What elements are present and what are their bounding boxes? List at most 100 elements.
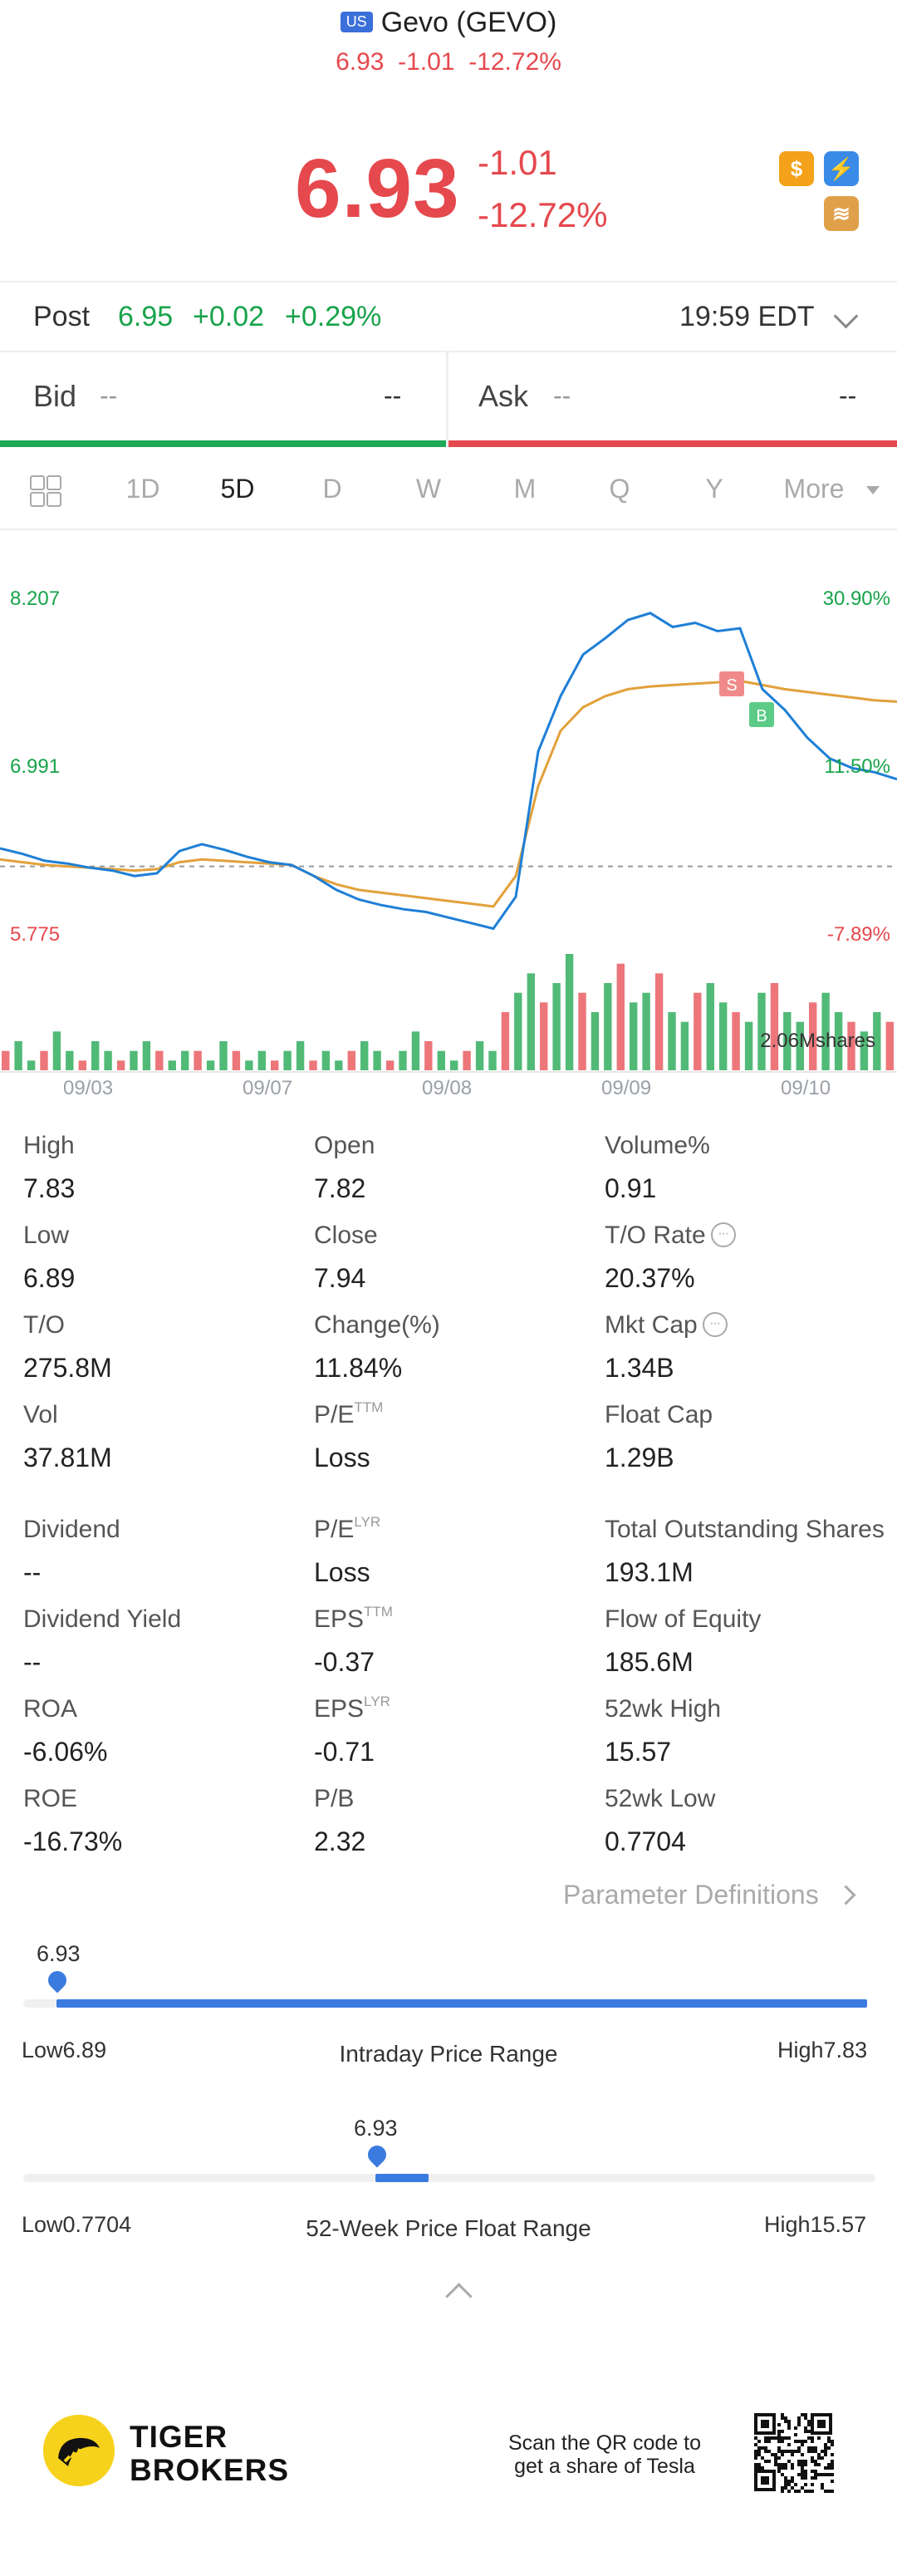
volume-bar [654, 973, 664, 1070]
volume-bar [809, 1002, 817, 1070]
dollar-icon[interactable]: $ [779, 151, 814, 186]
parameter-definitions-link[interactable]: Parameter Definitions [563, 1880, 819, 1910]
volume-bar [847, 1021, 855, 1070]
stat-label-roa: ROA [23, 1695, 78, 1723]
intraday-high: High7.83 [777, 2038, 868, 2062]
chevron-down-icon[interactable] [833, 303, 859, 329]
volume-bar [668, 1012, 676, 1070]
volume-bar [155, 1050, 164, 1070]
volume-bar [834, 1012, 843, 1070]
bid-strength-bar [0, 440, 446, 447]
more-icon[interactable]: ··· [702, 1312, 728, 1338]
more-icon[interactable]: ··· [710, 1222, 736, 1248]
volume-bar [783, 1012, 792, 1070]
brand-name-2: BROKERS [130, 2453, 290, 2487]
volume-bar [630, 1002, 638, 1070]
week52-current-price: 6.93 [354, 2116, 398, 2141]
sell-marker-label: S [726, 676, 737, 695]
stat-label-turnover-rate: T/O Rate ··· [605, 1222, 736, 1250]
volume-bar [616, 963, 625, 1070]
stat-label-pe-lyr: P/ELYR [314, 1514, 381, 1543]
stat-label-flow-of-equity: Flow of Equity [605, 1605, 762, 1633]
stat-roa: -6.06% [23, 1737, 108, 1767]
volume-bar [142, 1041, 151, 1070]
volume-bar [321, 1050, 331, 1070]
sell-marker[interactable] [719, 671, 744, 696]
volume-bar [796, 1021, 804, 1070]
volume-bar [719, 1002, 728, 1070]
post-market-row[interactable]: Post 6.95 +0.02 +0.29% 19:59 EDT [0, 283, 897, 351]
chevron-up-icon[interactable] [445, 2283, 473, 2310]
ask-value: -- [839, 381, 857, 410]
lightning-icon[interactable]: ⚡ [824, 151, 859, 186]
stat-label-high: High [23, 1132, 75, 1159]
average-price-line [0, 679, 897, 908]
tab-d[interactable]: D [322, 474, 342, 504]
y-left-label: 6.991 [10, 755, 60, 778]
y-left-label: 5.775 [10, 923, 60, 946]
week52-range-title: 52-Week Price Float Range [306, 2215, 591, 2241]
stat-pe-ttm: Loss [314, 1443, 370, 1472]
tab-q[interactable]: Q [609, 474, 630, 504]
price-chart[interactable]: 8.207 6.991 5.775 30.90% 11.50% -7.89% S… [0, 532, 897, 1080]
stat-52wk-low: 0.7704 [605, 1826, 686, 1856]
intraday-low: Low6.89 [22, 2038, 107, 2062]
bid-panel[interactable]: Bid -- -- [0, 352, 446, 444]
x-axis-label: 09/08 [422, 1077, 473, 1099]
volume-bar [450, 1060, 458, 1070]
volume-bar [232, 1050, 241, 1070]
stat-dividend: -- [23, 1557, 42, 1587]
volume-bar [2, 1050, 10, 1070]
stat-label-close: Close [314, 1222, 378, 1249]
volume-bar [27, 1060, 36, 1070]
volume-bar [642, 992, 650, 1070]
stat-label-open: Open [314, 1132, 375, 1159]
volume-bar [411, 1031, 420, 1070]
chevron-down-icon[interactable] [866, 486, 880, 494]
x-axis-label: 09/03 [63, 1077, 114, 1099]
stat-eps-ttm: -0.37 [314, 1647, 375, 1677]
tab-5d[interactable]: 5D [220, 474, 255, 504]
volume-bar [744, 1021, 753, 1070]
stat-float-cap: 1.29B [605, 1443, 674, 1472]
brand-name-1: TIGER [130, 2420, 228, 2454]
volume-bar [78, 1060, 86, 1070]
volume-bar [104, 1050, 112, 1070]
volume-bar [552, 983, 561, 1070]
post-change: +0.02 [193, 301, 265, 332]
volume-bar [424, 1041, 433, 1070]
volume-bar [591, 1012, 600, 1070]
tab-y[interactable]: Y [705, 474, 723, 504]
buy-marker-label: B [756, 707, 767, 725]
volume-bar [360, 1041, 369, 1070]
layers-icon[interactable]: ≋ [824, 196, 859, 231]
buy-marker[interactable] [749, 702, 774, 727]
volume-bar [257, 1050, 266, 1070]
chevron-right-icon[interactable] [836, 1885, 856, 1905]
grid-icon[interactable] [30, 475, 63, 509]
scan-qr-text: Scan the QR code to get a share of Tesla [507, 2431, 702, 2478]
price-change-pct: -12.72% [478, 195, 608, 234]
volume-bar [475, 1041, 484, 1070]
tab-1d[interactable]: 1D [125, 474, 160, 504]
post-pct: +0.29% [285, 301, 382, 332]
stat-label-float-cap: Float Cap [605, 1401, 713, 1428]
volume-label: 2.06Mshares [760, 1030, 875, 1052]
tab-w[interactable]: W [415, 474, 442, 504]
last-price: 6.93 [295, 142, 460, 235]
tab-more[interactable]: More [783, 474, 845, 504]
stat-label-eps-lyr: EPSLYR [314, 1694, 390, 1723]
post-label: Post [33, 301, 91, 332]
location-pin-icon [364, 2141, 390, 2168]
volume-bar [437, 1050, 445, 1070]
price-change: -1.01 [478, 143, 557, 182]
volume-bar [706, 983, 714, 1070]
divider [0, 528, 897, 530]
week52-low: Low0.7704 [22, 2212, 132, 2237]
stat-label-roe: ROE [23, 1785, 78, 1812]
divider [0, 281, 897, 283]
tab-m[interactable]: M [513, 474, 537, 504]
ask-panel[interactable]: Ask -- -- [448, 352, 897, 444]
stat-turnover: 275.8M [23, 1353, 112, 1383]
header-price: 6.93 [336, 48, 385, 76]
